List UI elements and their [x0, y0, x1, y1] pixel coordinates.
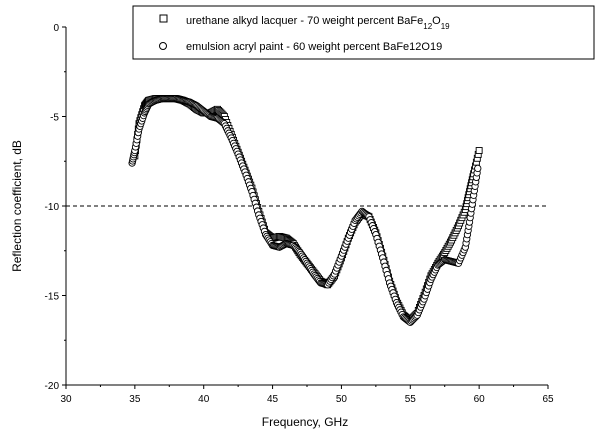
- axes: 30 35 40 45 50 55 60 65 0 -5 -10 -15 -20: [45, 23, 554, 405]
- y-tick-label: -20: [45, 381, 60, 392]
- legend-label-urethane-mid: O: [432, 15, 441, 27]
- y-tick-label: -5: [50, 113, 59, 124]
- x-tick-label: 45: [267, 394, 279, 405]
- y-axis-title: Reflection coefficient, dB: [10, 140, 24, 272]
- x-tick-label: 60: [474, 394, 486, 405]
- data-series-layer: [128, 94, 483, 326]
- x-tick-label: 65: [542, 394, 554, 405]
- legend-label-urethane-sub2: 19: [441, 22, 450, 31]
- data-point-square: [475, 147, 483, 154]
- x-tick-label: 30: [60, 394, 72, 405]
- series-emulsion: [128, 94, 482, 326]
- legend-label-urethane-sub1: 12: [423, 22, 432, 31]
- legend-marker-circle: [159, 42, 167, 50]
- legend-label-emulsion: emulsion acryl paint - 60 weight percent…: [186, 41, 442, 53]
- legend-label-urethane-main: urethane alkyd lacquer - 70 weight perce…: [186, 15, 423, 27]
- data-point-circle: [474, 164, 482, 173]
- y-tick-label: -15: [45, 292, 60, 303]
- x-tick-label: 50: [336, 394, 348, 405]
- legend-box: [132, 5, 595, 60]
- x-tick-label: 55: [405, 394, 417, 405]
- y-tick-label: -10: [45, 202, 60, 213]
- legend-label-urethane: urethane alkyd lacquer - 70 weight perce…: [186, 15, 450, 31]
- legend-marker-square: [159, 14, 168, 23]
- y-tick-label: 0: [53, 23, 59, 34]
- legend: urethane alkyd lacquer - 70 weight perce…: [132, 5, 595, 60]
- x-axis-title: Frequency, GHz: [262, 415, 348, 429]
- x-tick-label: 40: [198, 394, 210, 405]
- x-tick-label: 35: [129, 394, 141, 405]
